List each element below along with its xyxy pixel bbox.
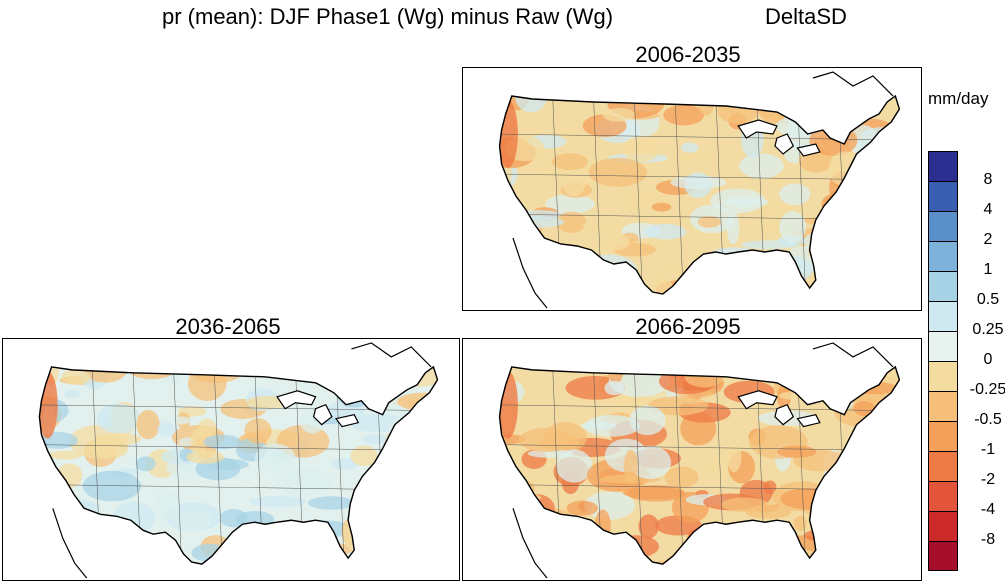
legend-swatch xyxy=(928,361,958,391)
legend-tick-label: 4 xyxy=(983,201,993,218)
legend-tick-label: 0 xyxy=(983,351,993,368)
legend-swatch xyxy=(928,301,958,331)
legend-tick-label: -4 xyxy=(980,501,996,518)
legend-swatch xyxy=(928,541,958,571)
panel-title-2006-2035: 2006-2035 xyxy=(635,42,741,67)
great-lakes xyxy=(737,390,821,428)
legend-tick-label: -1 xyxy=(980,441,996,458)
legend-swatch xyxy=(928,421,958,451)
map-panel-2036-2065 xyxy=(2,338,460,581)
legend-tick-label: 8 xyxy=(983,171,993,188)
legend-tick-label: 0.25 xyxy=(972,321,1004,338)
legend-tick-label: -0.25 xyxy=(969,381,1005,398)
great-lakes xyxy=(276,390,360,428)
coastline xyxy=(498,94,901,295)
title-main: pr (mean): DJF Phase1 (Wg) minus Raw (Wg… xyxy=(162,4,614,29)
legend-tick-label: -2 xyxy=(980,471,996,488)
legend-tick-label: -8 xyxy=(980,531,996,548)
figure-title: pr (mean): DJF Phase1 (Wg) minus Raw (Wg… xyxy=(0,4,1005,34)
map-svg-3 xyxy=(498,342,901,579)
legend-swatch xyxy=(928,481,958,511)
legend-swatch xyxy=(928,181,958,211)
legend-swatch xyxy=(928,331,958,361)
legend-tick-label: 1 xyxy=(983,261,993,278)
legend-swatch xyxy=(928,511,958,541)
color-legend xyxy=(928,151,958,571)
legend-tick-label: -0.5 xyxy=(974,411,1002,428)
panel-title-2066-2095: 2066-2095 xyxy=(635,314,741,339)
map-svg-1 xyxy=(498,71,901,309)
map-panel-2066-2095 xyxy=(462,338,922,581)
legend-tick-label: 0.5 xyxy=(976,291,1000,308)
legend-swatch xyxy=(928,241,958,271)
map-svg-2 xyxy=(38,342,439,579)
panel-title-2036-2065: 2036-2065 xyxy=(175,314,281,339)
coastline xyxy=(38,365,439,565)
legend-tick-label: 2 xyxy=(983,231,993,248)
legend-swatch xyxy=(928,391,958,421)
legend-units: mm/day xyxy=(928,89,989,108)
legend-swatch xyxy=(928,211,958,241)
title-method: DeltaSD xyxy=(765,4,847,29)
legend-swatch xyxy=(928,271,958,301)
map-panel-2006-2035 xyxy=(462,67,922,311)
coastline xyxy=(498,365,901,565)
great-lakes xyxy=(737,119,821,157)
legend-swatch xyxy=(928,451,958,481)
legend-swatch xyxy=(928,151,958,181)
